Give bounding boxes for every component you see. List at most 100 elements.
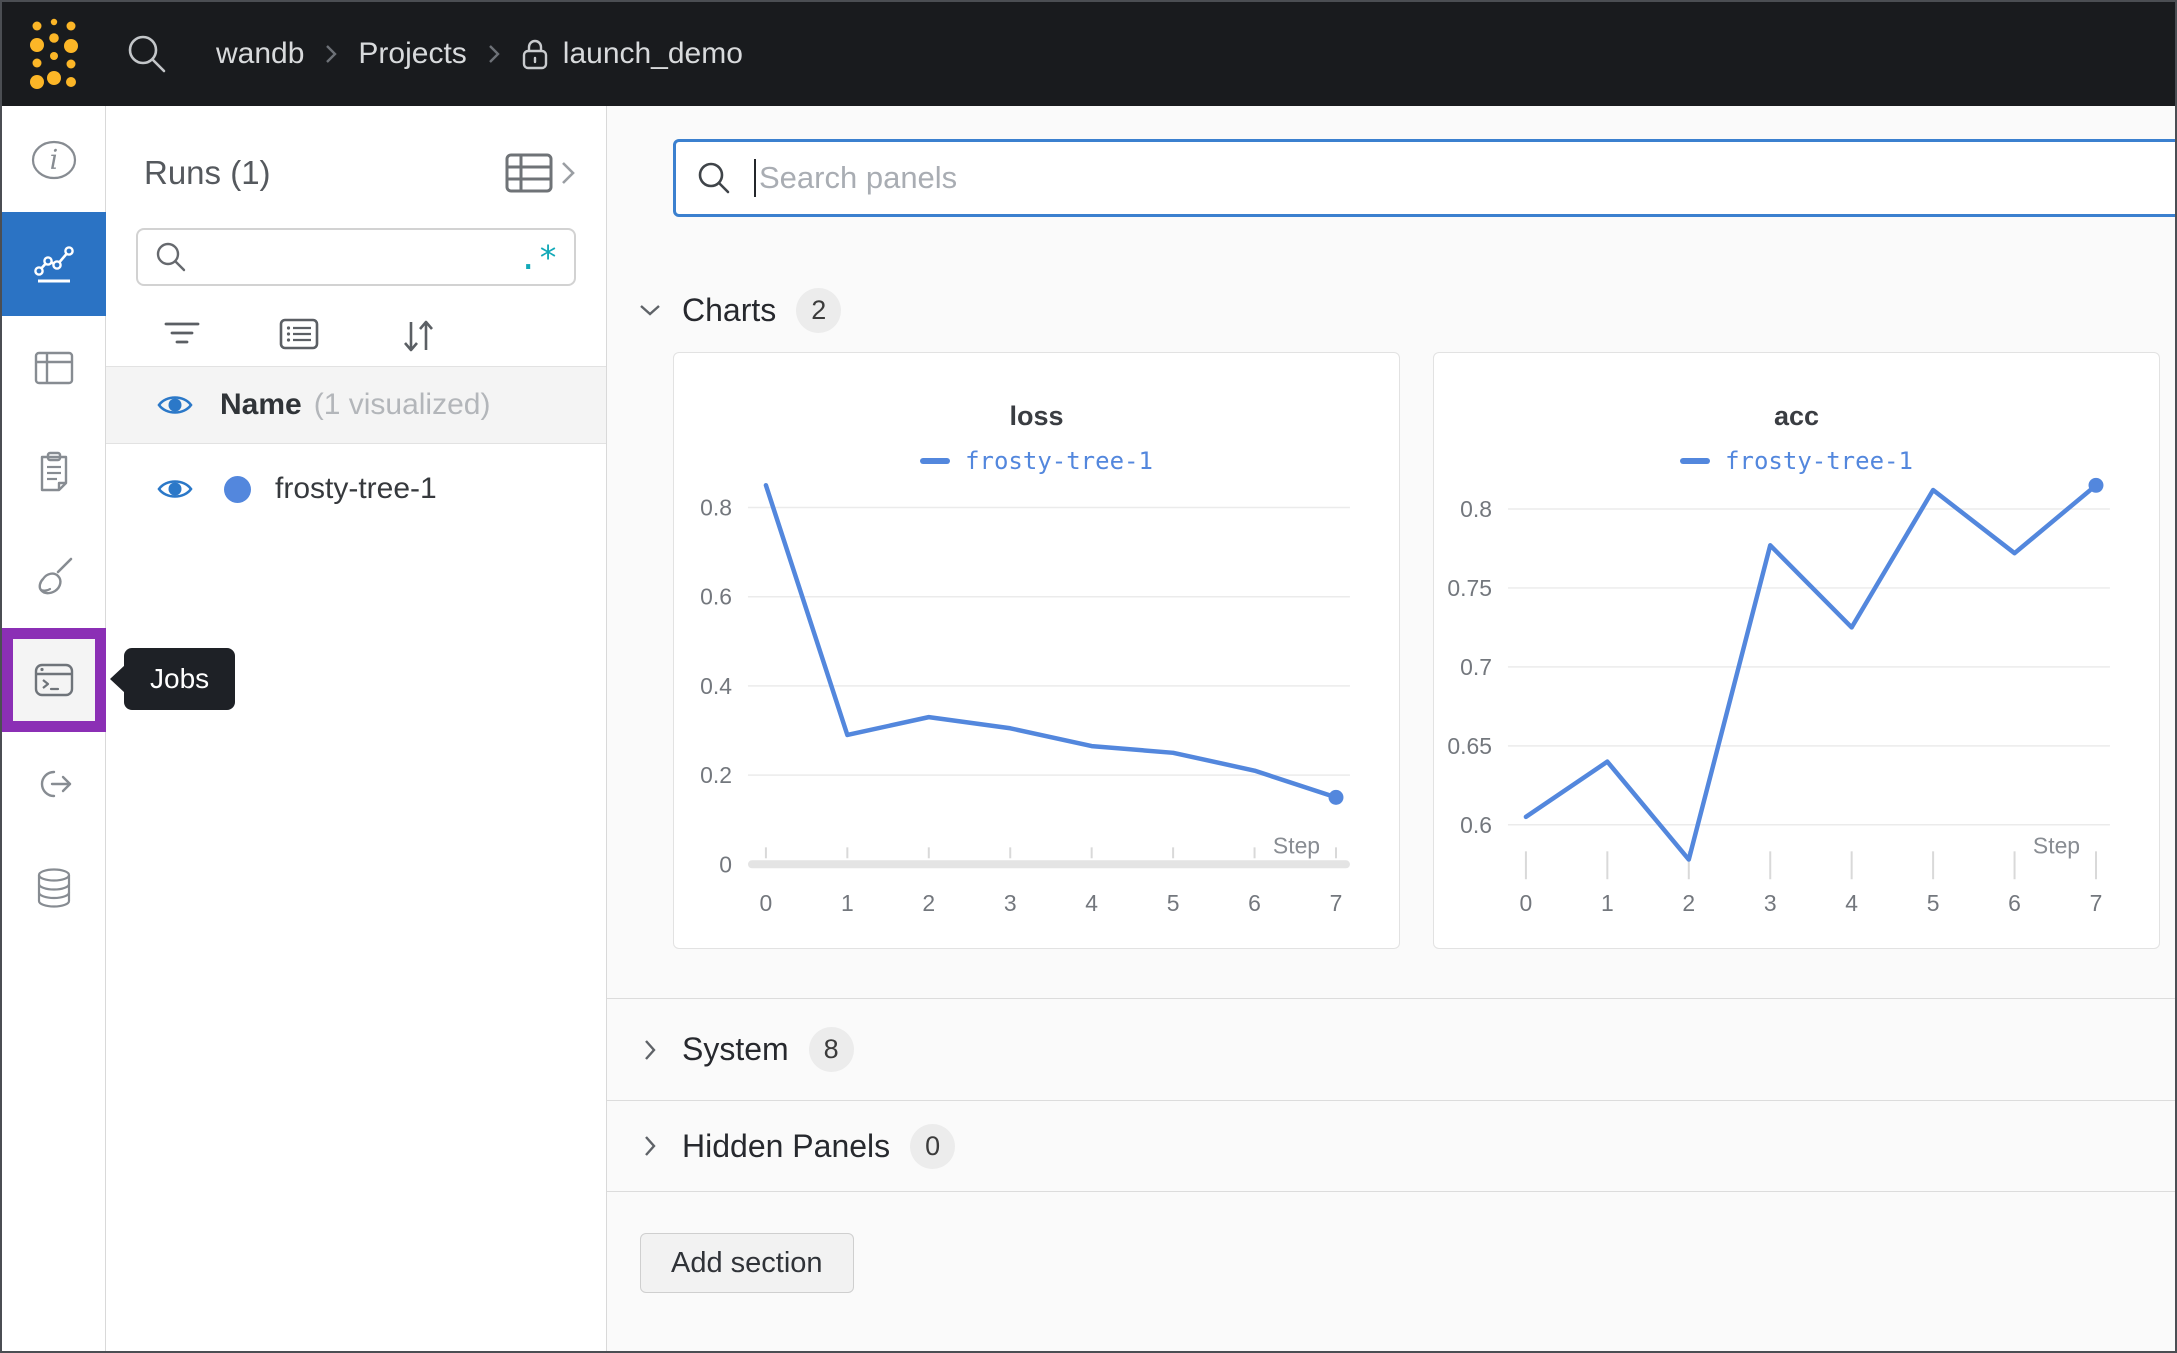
filter-runs-button[interactable] <box>162 316 202 356</box>
sort-runs-button[interactable] <box>396 316 440 356</box>
panel-acc-chart[interactable]: acc frosty-tree-1 0.6 0.65 0.7 0.75 0.8 0 1 2 3 4… <box>1433 352 2160 949</box>
column-name-label: Name <box>220 388 302 421</box>
group-runs-button[interactable] <box>278 316 320 356</box>
svg-text:Step: Step <box>2033 832 2080 858</box>
svg-text:i: i <box>50 145 59 176</box>
svg-text:0.6: 0.6 <box>1460 812 1492 838</box>
jobs-tooltip: Jobs <box>109 648 236 710</box>
breadcrumb: wandb Projects launch_demo <box>216 37 743 71</box>
legend-line-swatch <box>920 458 951 464</box>
acc-plot: 0.6 0.65 0.7 0.75 0.8 0 1 2 3 4 5 6 7 Step <box>1434 353 2159 948</box>
sidebar-item-artifacts[interactable] <box>2 836 106 940</box>
eye-icon[interactable] <box>156 474 194 504</box>
search-panels-input[interactable] <box>759 160 2175 196</box>
svg-text:0: 0 <box>719 851 732 877</box>
runs-panel-title: Runs (1) <box>144 154 271 191</box>
list-icon <box>279 318 319 350</box>
legend-run-name: frosty-tree-1 <box>965 447 1153 475</box>
top-navbar: wandb Projects launch_demo <box>2 2 2175 106</box>
left-icon-rail: i <box>2 106 106 1351</box>
svg-text:0.8: 0.8 <box>700 495 732 521</box>
regex-toggle[interactable]: .* <box>518 237 558 277</box>
runs-search-box[interactable]: .* <box>136 228 576 286</box>
sidebar-item-overview[interactable]: i <box>2 108 106 212</box>
sidebar-item-workspace[interactable] <box>2 212 106 316</box>
runs-search-input[interactable] <box>200 241 519 273</box>
line-chart-icon <box>34 246 74 283</box>
divider <box>607 1191 2175 1192</box>
breadcrumb-projects[interactable]: Projects <box>358 37 467 70</box>
svg-text:0.4: 0.4 <box>700 673 732 699</box>
run-name[interactable]: frosty-tree-1 <box>275 472 437 505</box>
svg-text:7: 7 <box>2090 890 2103 916</box>
chart-legend: frosty-tree-1 <box>674 447 1399 475</box>
text-cursor <box>754 159 756 197</box>
filter-icon <box>164 322 200 344</box>
svg-text:2: 2 <box>1682 890 1695 916</box>
chart-title: acc <box>1773 401 1820 431</box>
run-row[interactable]: frosty-tree-1 <box>106 444 606 534</box>
wandb-dots-icon <box>30 18 78 89</box>
breadcrumb-project[interactable]: launch_demo <box>562 37 743 70</box>
svg-text:0.2: 0.2 <box>700 762 732 788</box>
svg-text:3: 3 <box>1764 890 1777 916</box>
add-section-button[interactable]: Add section <box>640 1233 854 1293</box>
section-count-badge: 8 <box>808 1027 854 1072</box>
svg-text:0: 0 <box>760 890 773 916</box>
svg-text:5: 5 <box>1927 890 1940 916</box>
section-label: System <box>682 1031 789 1067</box>
lock-icon <box>521 37 549 71</box>
sidebar-item-sweeps[interactable] <box>2 524 106 628</box>
chevron-right-icon <box>487 42 501 66</box>
search-icon <box>696 160 732 196</box>
breadcrumb-entity[interactable]: wandb <box>216 37 305 70</box>
svg-text:5: 5 <box>1167 890 1180 916</box>
svg-text:7: 7 <box>1330 890 1343 916</box>
panels-area: Charts 2 loss frosty-tree-1 0 0.2 0.4 0.6 0.… <box>607 106 2175 1351</box>
chevron-right-icon <box>638 1134 662 1158</box>
terminal-jobs-icon <box>34 663 74 697</box>
eye-icon[interactable] <box>156 390 194 420</box>
panel-loss-chart[interactable]: loss frosty-tree-1 0 0.2 0.4 0.6 0.8 0 1 2 3 4 5 6 7… <box>673 352 1400 949</box>
svg-text:6: 6 <box>2008 890 2021 916</box>
svg-text:3: 3 <box>1004 890 1017 916</box>
section-label: Hidden Panels <box>682 1127 891 1164</box>
broom-icon <box>38 557 73 595</box>
section-count-badge: 0 <box>910 1123 956 1169</box>
wandb-logo[interactable] <box>2 2 106 106</box>
runs-column-header[interactable]: Name (1 visualized) <box>106 367 606 444</box>
section-count-badge: 2 <box>796 287 842 333</box>
svg-text:0.75: 0.75 <box>1447 575 1492 601</box>
svg-text:1: 1 <box>1601 890 1614 916</box>
link-arrow-icon <box>40 770 72 798</box>
sidebar-item-table[interactable] <box>2 316 106 420</box>
svg-text:0.8: 0.8 <box>1460 496 1492 522</box>
search-icon <box>128 35 166 73</box>
chevron-right-icon[interactable] <box>560 159 576 187</box>
runs-panel: Runs (1) <box>106 106 607 1351</box>
search-panels-box[interactable] <box>673 139 2175 217</box>
svg-text:0: 0 <box>1520 890 1533 916</box>
sidebar-item-logs[interactable] <box>2 420 106 524</box>
chart-title: loss <box>1009 401 1064 431</box>
section-header-hidden-panels[interactable]: Hidden Panels 0 <box>607 1100 2175 1191</box>
chart-legend: frosty-tree-1 <box>1434 447 2159 475</box>
sort-icon <box>404 320 433 352</box>
section-header-system[interactable]: System 8 <box>607 998 2175 1100</box>
chevron-right-icon <box>638 1038 662 1062</box>
svg-text:Step: Step <box>1273 832 1320 858</box>
sidebar-item-jobs[interactable] <box>2 628 106 732</box>
run-color-dot[interactable] <box>224 475 251 503</box>
runs-table-icon <box>505 153 553 193</box>
info-icon: i <box>31 140 77 180</box>
navbar-search-button[interactable] <box>124 31 170 77</box>
expand-runs-table-button[interactable] <box>504 150 560 196</box>
search-icon <box>156 242 186 272</box>
section-header-charts[interactable]: Charts 2 <box>638 287 2175 333</box>
chevron-down-icon <box>638 303 662 317</box>
legend-run-name: frosty-tree-1 <box>1725 447 1913 475</box>
loss-plot: 0 0.2 0.4 0.6 0.8 0 1 2 3 4 5 6 7 Step <box>674 353 1399 948</box>
visualized-count: (1 visualized) <box>313 388 491 421</box>
sidebar-item-launch[interactable] <box>2 732 106 836</box>
